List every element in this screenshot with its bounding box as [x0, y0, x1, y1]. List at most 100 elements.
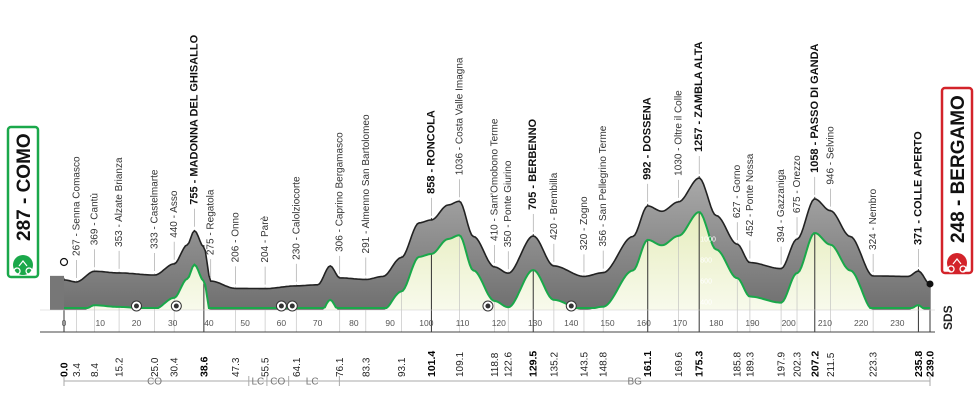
km-label: 169.6: [674, 352, 685, 377]
place-label: 452 - Ponte Nossa: [745, 153, 756, 236]
upper-band-layer: [50, 178, 930, 310]
x-tick-label: 170: [673, 318, 687, 328]
place-label: 992 - DOSSENA: [642, 97, 654, 180]
place-label: 1058 - PASSO DI GANDA: [809, 43, 821, 172]
km-label: 55.5: [261, 357, 272, 377]
profile-upper-band: [64, 178, 930, 310]
x-tick-label: 190: [745, 318, 759, 328]
place-labels: 267 - Senna Comasco 369 - Cantù 353 - Alza…: [71, 34, 924, 262]
km-label: 197.9: [777, 352, 788, 377]
x-tick-label: 30: [168, 318, 178, 328]
start-point: [59, 257, 69, 267]
place-label: 350 - Ponte Giurino: [503, 160, 514, 247]
place-label: 324 - Nembro: [868, 188, 879, 250]
sprint-marker-dot: [289, 303, 295, 309]
km-label: 185.8: [733, 352, 744, 377]
km-label: 0.0: [59, 362, 71, 377]
altitude-tick-label: 400: [700, 300, 712, 307]
province-bar: CO LC CO LC BG: [63, 376, 931, 388]
province-label: LC: [251, 377, 264, 388]
place-label: 369 - Cantù: [89, 193, 100, 245]
altitude-tick-label: 200: [700, 321, 712, 328]
place-label: 420 - Brembilla: [549, 172, 560, 240]
start-badge: 287 - COMO: [6, 125, 69, 279]
x-tick-label: 70: [313, 318, 323, 328]
place-label: 1036 - Costa Valle Imagna: [454, 57, 465, 175]
place-label: 1030 - Oltre il Colle: [674, 90, 685, 176]
province-label: CO: [270, 377, 285, 388]
x-tick-label: 20: [132, 318, 142, 328]
baseline-axis: 0 10 20 30 40 50 60 70 80 90 100 110 120 130 140 150 160…: [40, 309, 935, 333]
place-label: 267 - Senna Comasco: [71, 156, 82, 256]
profile-top-line: [63, 177, 931, 290]
profile-line-layer: [63, 177, 931, 309]
place-label: 230 - Calolziocorte: [291, 176, 302, 260]
x-tick-label: 40: [204, 318, 214, 328]
place-label: 333 - Castelmarte: [150, 169, 161, 249]
place-label: 204 - Parè: [260, 215, 271, 262]
km-label: 30.4: [170, 357, 181, 377]
sprint-marker-dot: [485, 303, 491, 309]
place-label: 275 - Regatola: [206, 189, 217, 255]
altitude-scale: 200 400 600 800 1000: [700, 237, 716, 328]
x-tick-label: 220: [854, 318, 868, 328]
finish-point: [926, 280, 934, 288]
altitude-tick-label: 1000: [700, 237, 716, 244]
km-label: 47.3: [231, 357, 242, 377]
km-label: 38.6: [198, 356, 210, 377]
place-label: 306 - Caprino Bergamasco: [335, 132, 346, 252]
province-label: BG: [627, 377, 642, 388]
km-label: 3.4: [72, 363, 83, 377]
x-tick-label: 120: [492, 318, 506, 328]
x-tick-label: 50: [240, 318, 250, 328]
km-label: 207.2: [809, 351, 821, 377]
place-label: 356 - San Pellegrino Terme: [598, 125, 609, 246]
km-label: 143.5: [579, 352, 590, 377]
sprint-marker-dot: [133, 303, 139, 309]
x-tick-label: 110: [456, 318, 470, 328]
x-tick-label: 230: [890, 318, 904, 328]
km-label: 109.1: [455, 352, 466, 377]
x-tick-label: 90: [385, 318, 395, 328]
x-tick-label: 100: [419, 318, 433, 328]
km-label: 83.3: [361, 357, 372, 377]
altitude-tick-label: 600: [700, 279, 712, 286]
km-label: 239.0: [925, 351, 937, 377]
province-label: CO: [147, 377, 162, 388]
km-label: 235.8: [913, 351, 925, 377]
place-label: 627 - Gorno: [732, 164, 743, 218]
place-label: 1257 - ZAMBLA ALTA: [693, 41, 705, 152]
km-label: 93.1: [397, 357, 408, 377]
finish-badge: 248 - BERGAMO: [926, 86, 974, 288]
x-tick-label: 80: [349, 318, 359, 328]
province-label: LC: [306, 377, 319, 388]
place-label: 755 - MADONNA DEL GHISALLO: [188, 34, 200, 204]
place-label: 858 - RONCOLA: [425, 110, 437, 194]
km-label: 76.1: [335, 357, 346, 377]
start-badge-box: [6, 125, 40, 279]
km-label: 122.6: [504, 352, 515, 377]
km-label: 189.3: [745, 352, 756, 377]
place-label: 675 - Orezzo: [792, 155, 803, 213]
km-label: 15.2: [115, 357, 126, 377]
start-cyclist-icon: [13, 255, 33, 275]
sprint-markers: [130, 300, 577, 312]
km-label: 161.1: [642, 351, 654, 377]
km-label: 129.5: [528, 351, 540, 377]
km-label: 202.3: [793, 352, 804, 377]
altitude-tick-label: 800: [700, 258, 712, 265]
cyclist-glyph-icon: [13, 260, 33, 275]
start-title: 287 - COMO: [14, 133, 35, 241]
sprint-marker-dot: [568, 303, 574, 309]
finish-title: 248 - BERGAMO: [948, 95, 969, 243]
place-label: 410 - Sant'Omobono Terme: [489, 118, 500, 241]
x-tick-label: 210: [818, 318, 832, 328]
km-label: 211.5: [826, 352, 837, 377]
profile-lower-area: [64, 212, 930, 310]
km-labels: 0.0 3.4 8.4 15.2 25.0 30.4 38.6 47.3 55.5 64.1 76.…: [59, 351, 937, 377]
place-label: 353 - Alzate Brianza: [114, 157, 125, 247]
km-label: 8.4: [90, 363, 101, 377]
place-label: 705 - BERBENNO: [527, 118, 539, 210]
sprint-marker-dot: [278, 303, 284, 309]
